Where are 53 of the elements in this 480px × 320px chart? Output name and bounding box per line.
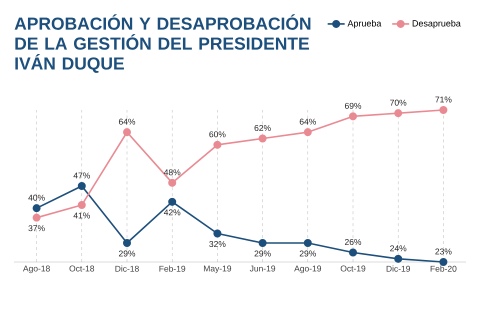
point — [32, 214, 41, 222]
data-label: 48% — [164, 169, 180, 176]
data-label: 71% — [435, 96, 452, 102]
data-label: 70% — [390, 100, 406, 106]
chart-title: APROBACIÓN Y DESAPROBACIÓN DE LA GESTIÓN DEL PRESIDENTE IVÁN DUQUE — [14, 14, 310, 73]
point — [168, 178, 176, 187]
data-label: 62% — [254, 124, 271, 131]
x-tick-label: Jun-19 — [250, 266, 276, 272]
data-label: 23% — [435, 248, 452, 254]
point — [213, 230, 222, 238]
data-label: 37% — [28, 225, 45, 232]
x-tick-label: Oct-18 — [70, 266, 94, 272]
data-label: 60% — [209, 131, 226, 138]
data-label: 26% — [344, 238, 362, 245]
x-tick-label: Feb-19 — [159, 266, 186, 272]
point — [258, 239, 267, 247]
data-label: 32% — [209, 241, 226, 248]
data-label: 29% — [118, 250, 136, 257]
point — [304, 239, 312, 247]
data-label: 69% — [344, 102, 362, 109]
point — [78, 182, 86, 190]
x-tick-label: Feb-20 — [430, 266, 456, 272]
legend-label: Aprueba — [347, 20, 382, 28]
data-label: 29% — [254, 250, 271, 257]
point — [123, 239, 131, 247]
point — [32, 204, 41, 212]
x-tick-label: Oct-19 — [340, 266, 366, 272]
point — [394, 254, 402, 263]
data-label: 42% — [164, 209, 180, 216]
x-tick-label: Dic-18 — [115, 266, 139, 272]
point — [168, 198, 176, 206]
point — [349, 248, 357, 256]
point — [439, 258, 448, 266]
x-tick-label: Dic-19 — [386, 266, 410, 272]
data-label: 64% — [300, 118, 316, 125]
point — [394, 109, 402, 118]
point — [304, 128, 312, 136]
point — [258, 134, 267, 143]
point — [123, 128, 131, 136]
point — [78, 201, 86, 210]
point — [349, 112, 357, 120]
data-label: 29% — [300, 250, 316, 257]
data-label: 47% — [74, 172, 90, 178]
legend-label: Desaprueba — [412, 20, 461, 28]
x-tick-label: Ago-19 — [294, 266, 322, 274]
data-label: 40% — [28, 194, 45, 201]
data-label: 41% — [74, 212, 90, 218]
x-tick-label: May-19 — [204, 266, 232, 274]
data-label: 64% — [118, 118, 136, 125]
x-tick-label: Ago-18 — [22, 266, 50, 274]
point — [213, 140, 222, 149]
data-label: 24% — [390, 245, 406, 252]
point — [439, 106, 448, 114]
